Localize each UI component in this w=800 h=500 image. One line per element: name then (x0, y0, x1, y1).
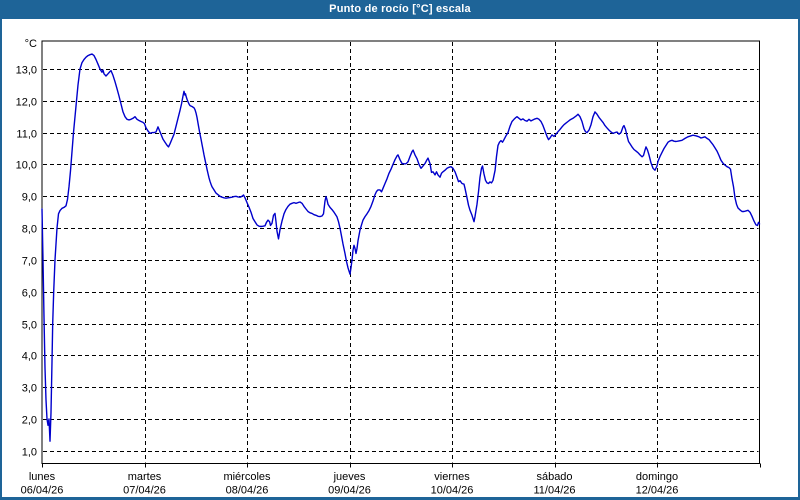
x-date-label: 12/04/26 (636, 485, 679, 497)
y-tick-label: 13,0 (16, 65, 37, 77)
title-bar: Punto de rocío [°C] escala (2, 0, 798, 19)
y-tick-label: 8,0 (22, 224, 37, 236)
x-date-label: 10/04/26 (431, 485, 474, 497)
x-weekday-label: domingo (636, 471, 678, 483)
y-tick-label: 4,0 (22, 351, 37, 363)
x-weekday-label: sábado (536, 471, 572, 483)
series-line (41, 53, 761, 442)
y-tick-label: 9,0 (22, 192, 37, 204)
y-tick-label: 5,0 (22, 320, 37, 332)
y-tick-label: 7,0 (22, 256, 37, 268)
y-tick-label: 10,0 (16, 160, 37, 172)
x-weekday-label: martes (128, 471, 162, 483)
axis-labels: 1,0 2,0 3,0 4,0 5,0 6,0 7,0 8,0 9,0 10,0 11,0 12,0 1… (16, 38, 761, 497)
window-title: Punto de rocío [°C] escala (329, 3, 471, 15)
y-tick-label: 11,0 (16, 129, 37, 141)
plot-frame (41, 40, 760, 464)
x-weekday-label: jueves (333, 471, 366, 483)
y-axis-unit-label: °C (25, 38, 37, 50)
y-tick-label: 3,0 (22, 383, 37, 395)
x-date-label: 06/04/26 (21, 485, 64, 497)
x-date-label: 09/04/26 (328, 485, 371, 497)
y-tick-label: 1,0 (22, 447, 37, 459)
x-date-label: 08/04/26 (226, 485, 269, 497)
dewpoint-line-chart: 1,0 2,0 3,0 4,0 5,0 6,0 7,0 8,0 9,0 10,0 11,0 12,0 1… (16, 38, 761, 497)
y-tick-label: 12,0 (16, 97, 37, 109)
x-weekday-label: viernes (434, 471, 470, 483)
x-date-label: 07/04/26 (123, 485, 166, 497)
grid-lines (43, 42, 759, 463)
y-tick-label: 6,0 (22, 288, 37, 300)
x-weekday-label: miércoles (223, 471, 271, 483)
y-tick-label: 2,0 (22, 415, 37, 427)
x-date-label: 11/04/26 (533, 485, 575, 497)
x-weekday-label: lunes (29, 471, 56, 483)
chart-area: 1,0 2,0 3,0 4,0 5,0 6,0 7,0 8,0 9,0 10,0 11,0 12,0 1… (2, 19, 798, 497)
